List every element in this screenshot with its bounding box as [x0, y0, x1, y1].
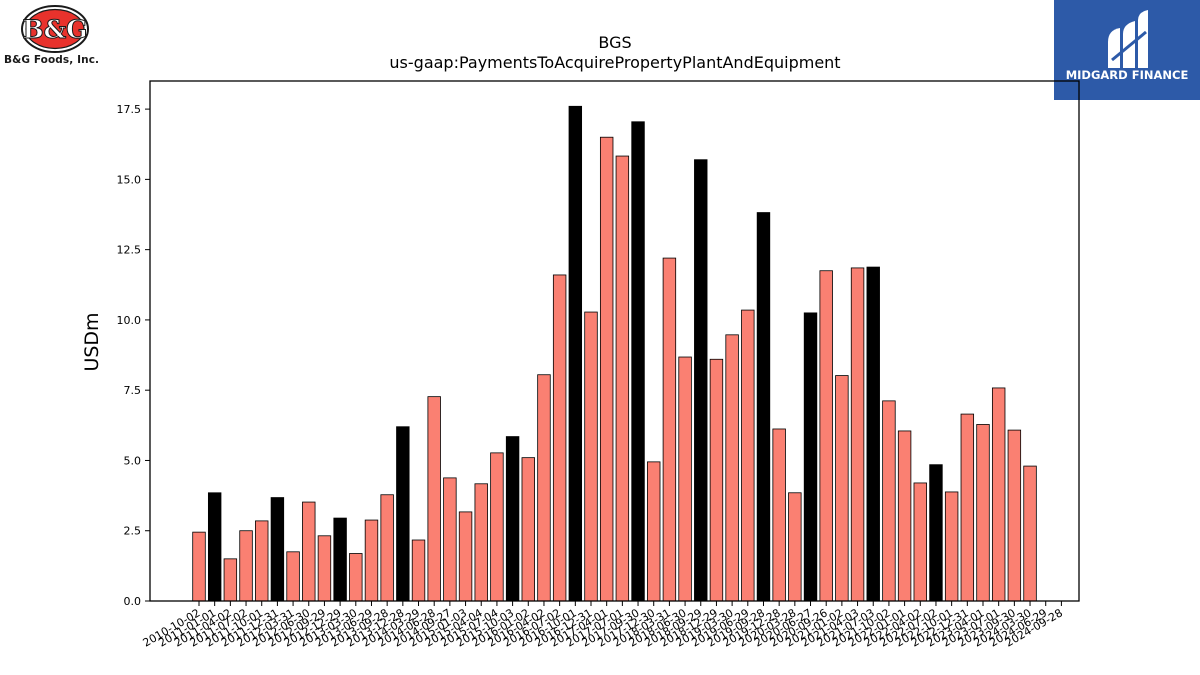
bar	[223, 558, 238, 602]
bar	[521, 457, 535, 602]
bar	[599, 136, 614, 602]
bar	[364, 519, 379, 602]
bar	[897, 430, 912, 602]
bg-foods-logo: B&G B&G Foods, Inc.	[0, 0, 112, 74]
bar	[1007, 429, 1022, 602]
bar	[317, 535, 332, 602]
bar	[411, 539, 426, 602]
bar	[850, 267, 865, 602]
bar	[788, 492, 802, 602]
x-axis: 2010-10-022011-01-012011-04-022011-07-02…	[141, 601, 1065, 650]
bar	[725, 334, 739, 602]
y-tick-label: 10.0	[117, 314, 142, 327]
bar	[929, 464, 943, 602]
bar	[568, 105, 583, 602]
bar	[443, 477, 457, 602]
bar	[584, 311, 598, 602]
bar	[505, 436, 520, 602]
bar	[866, 266, 880, 602]
bar	[694, 159, 708, 602]
bg-foods-badge-icon: B&G	[21, 5, 89, 53]
bar	[552, 274, 567, 602]
midgard-finance-logo: MIDGARD FINANCE	[1054, 0, 1200, 100]
bar	[944, 491, 959, 602]
bg-badge-text: B&G	[22, 15, 87, 44]
bar	[709, 358, 724, 602]
bar	[396, 426, 410, 602]
y-tick-label: 15.0	[117, 173, 142, 186]
bar	[270, 497, 285, 602]
y-tick-label: 7.5	[124, 384, 142, 397]
bar	[662, 257, 677, 602]
bar	[207, 492, 222, 602]
bar	[615, 155, 630, 602]
bar	[349, 553, 363, 602]
bar	[913, 482, 927, 602]
bar	[1023, 465, 1037, 602]
y-tick-label: 0.0	[124, 595, 142, 608]
bar	[741, 309, 755, 602]
midgard-finance-name: MIDGARD FINANCE	[1065, 68, 1189, 82]
chart-subtitle: us-gaap:PaymentsToAcquirePropertyPlantAn…	[389, 53, 840, 72]
bar	[490, 452, 504, 602]
bar	[286, 551, 300, 602]
bar	[882, 400, 896, 602]
y-tick-label: 17.5	[117, 103, 142, 116]
y-tick-label: 2.5	[124, 525, 142, 538]
bar	[756, 212, 771, 602]
bar	[302, 501, 316, 602]
bar	[803, 312, 818, 602]
bars-group	[192, 105, 1037, 602]
bar	[427, 396, 441, 602]
bar	[835, 375, 849, 602]
bar	[991, 387, 1006, 602]
y-axis-label: USDm	[81, 312, 103, 371]
bar	[380, 494, 394, 602]
bar	[255, 520, 269, 602]
bar	[960, 413, 975, 602]
bar	[458, 511, 473, 602]
bar	[976, 424, 990, 602]
y-axis: 0.0 2.5 5.0 7.5 10.0 12.5 15.0 17.5	[117, 103, 150, 608]
bar	[474, 483, 488, 602]
bar	[333, 517, 347, 602]
plot-frame	[149, 80, 1080, 602]
bg-foods-name: B&G Foods, Inc.	[4, 54, 100, 66]
bar	[678, 356, 692, 602]
chart-title: BGS	[598, 33, 631, 52]
y-tick-label: 12.5	[117, 244, 142, 257]
bar	[239, 530, 253, 602]
bar	[819, 270, 833, 602]
bar	[772, 428, 786, 602]
midgard-mark-icon	[1108, 10, 1148, 68]
bar	[537, 374, 551, 602]
y-tick-label: 5.0	[124, 454, 142, 467]
bar	[192, 531, 206, 602]
bar	[647, 461, 661, 602]
bar	[631, 121, 645, 602]
